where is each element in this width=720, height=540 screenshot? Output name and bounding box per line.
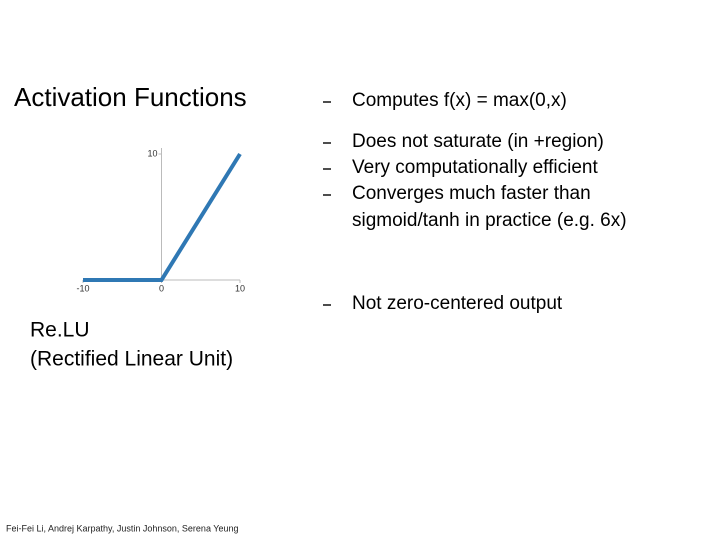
y-tick-label: 10 — [147, 148, 157, 158]
bullet: Very computationally efficient — [352, 157, 598, 178]
bullet: Converges much faster than — [352, 183, 591, 204]
bullet: Computes f(x) = max(0,x) — [352, 90, 567, 111]
bullet: Not zero-centered output — [352, 293, 563, 314]
bullet-continuation: sigmoid/tanh in practice (e.g. 6x) — [352, 210, 627, 231]
x-tick-label: 10 — [235, 283, 245, 293]
footer: Fei-Fei Li, Andrej Karpathy, Justin John… — [6, 523, 238, 533]
relu-plot: -10 0 10 10 — [76, 148, 245, 293]
x-tick-label: -10 — [76, 283, 89, 293]
slide-title: Activation Functions — [14, 82, 247, 112]
relu-line — [83, 152, 242, 282]
x-tick-label: 0 — [159, 283, 164, 293]
caption: Re.LU — [30, 319, 90, 342]
caption: (Rectified Linear Unit) — [30, 348, 233, 371]
bullet: Does not saturate (in +region) — [352, 131, 604, 152]
